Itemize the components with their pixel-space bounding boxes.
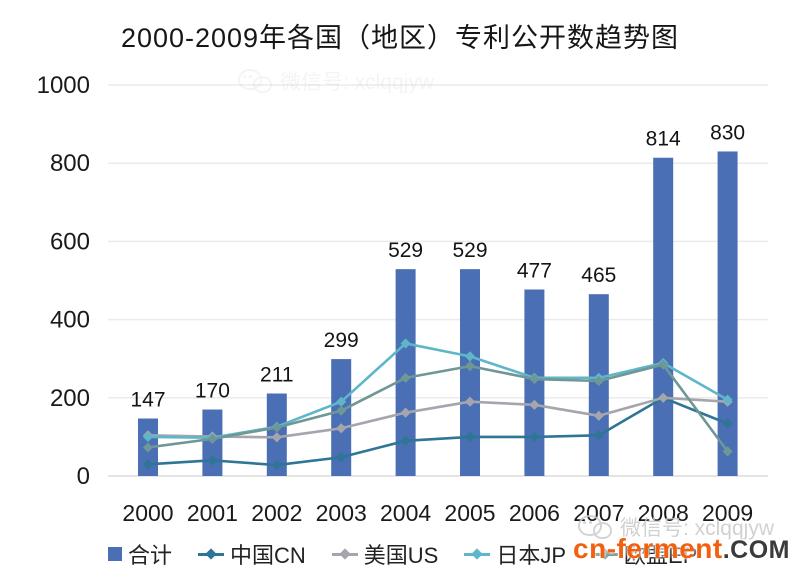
legend-item-2: 美国US: [331, 538, 439, 570]
bar-value-label: 529: [452, 239, 487, 262]
legend-line-swatch: [464, 547, 491, 560]
bar-value-label: 529: [388, 239, 423, 262]
y-tick-label: 200: [50, 385, 90, 412]
bar-2009: [717, 151, 738, 476]
y-tick-label: 1000: [37, 72, 90, 99]
bar-value-label: 147: [130, 389, 165, 412]
x-tick-label: 2002: [251, 500, 302, 526]
x-tick-label: 2008: [638, 500, 689, 526]
legend-line-swatch: [592, 547, 619, 560]
legend-bar-swatch: [108, 547, 122, 561]
x-tick-label: 2006: [509, 500, 560, 526]
bar-value-label: 477: [517, 259, 552, 282]
watermark-site-name: cn-ferment: [573, 533, 723, 564]
bar-value-label: 170: [195, 380, 230, 403]
line-日本JP: [147, 342, 729, 439]
legend-label: 合计: [128, 543, 173, 568]
y-tick-label: 600: [50, 228, 90, 255]
bar-2005: [460, 269, 480, 476]
bar-2008: [653, 157, 674, 476]
legend-label: 中国CN: [230, 543, 306, 568]
line-中国CN: [147, 396, 729, 467]
x-tick-label: 2003: [316, 500, 367, 526]
chart-title: 2000-2009年各国（地区）专利公开数趋势图: [120, 23, 680, 53]
legend-line-swatch: [198, 547, 225, 560]
legend-label: 美国US: [363, 543, 439, 568]
legend-item-1: 中国CN: [198, 538, 306, 570]
bar-value-label: 465: [581, 264, 616, 287]
x-tick-label: 2000: [122, 500, 173, 526]
bar-value-label: 814: [646, 128, 681, 151]
watermark-site-tld: .COM: [722, 536, 790, 564]
watermark-site-url: cn-ferment.COM: [573, 533, 790, 565]
bar-value-label: 299: [324, 329, 359, 352]
x-tick-label: 2007: [573, 500, 624, 526]
bar-2004: [395, 269, 416, 476]
bar-2003: [331, 359, 352, 476]
chart-legend: 合计 中国CN 美国US 日本JP 欧盟EP: [108, 538, 697, 570]
legend-item-total: 合计: [108, 538, 172, 570]
x-tick-label: 2004: [380, 500, 431, 526]
legend-line-swatch: [331, 547, 358, 560]
legend-label: 欧盟EP: [624, 543, 698, 568]
line-欧盟EP: [147, 363, 729, 453]
bar-value-label: 211: [260, 363, 293, 386]
bar-value-label: 830: [710, 121, 745, 144]
y-tick-label: 0: [77, 463, 90, 490]
y-tick-label: 800: [50, 150, 90, 177]
x-tick-label: 2009: [702, 500, 753, 526]
legend-item-4: 欧盟EP: [592, 538, 697, 570]
y-tick-label: 400: [50, 307, 90, 334]
x-tick-label: 2005: [444, 500, 495, 526]
x-tick-label: 2001: [187, 500, 238, 526]
line-美国US: [147, 396, 728, 439]
legend-item-3: 日本JP: [464, 538, 566, 570]
legend-label: 日本JP: [496, 543, 567, 568]
